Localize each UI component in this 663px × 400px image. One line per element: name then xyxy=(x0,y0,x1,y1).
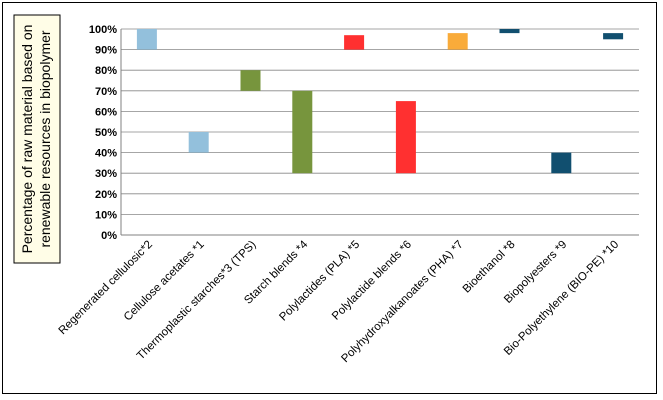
bar xyxy=(447,33,468,50)
y-tick-label: 70% xyxy=(95,86,117,98)
bars xyxy=(136,29,624,174)
y-tick-label: 50% xyxy=(95,127,117,139)
y-axis-label: Percentage of raw material based on rene… xyxy=(13,14,61,264)
bar xyxy=(188,132,209,153)
bar xyxy=(603,33,624,40)
y-tick-label: 80% xyxy=(95,65,117,77)
y-axis-label-box xyxy=(13,14,61,264)
bar xyxy=(240,70,261,91)
category-label: Bioethanol *8 xyxy=(461,239,518,296)
y-tick-label: 20% xyxy=(95,189,117,201)
range-bar-chart: Percentage of raw material based on rene… xyxy=(13,14,639,365)
category-label: Bio-Polyethylene (BIO-PE) *10 xyxy=(502,239,621,358)
y-tick-label: 0% xyxy=(101,230,117,242)
y-tick-label: 100% xyxy=(89,24,117,36)
bar xyxy=(551,152,572,174)
y-tick-label: 40% xyxy=(95,148,117,160)
bar xyxy=(499,29,520,34)
y-tick-label: 10% xyxy=(95,209,117,221)
y-axis-label-line-1: Percentage of raw material based on xyxy=(19,25,35,254)
bar xyxy=(292,90,313,174)
category-label: Regenerated cellulosic*2 xyxy=(57,239,155,337)
y-tick-labels: 0% 10% 20% 30% 40% 50% 60% 70% 80% 90% 100% xyxy=(89,24,117,242)
y-tick-label: 90% xyxy=(95,45,117,57)
y-tick-label: 60% xyxy=(95,106,117,118)
y-axis-label-line-2: renewable resources in biopolymer xyxy=(37,30,53,247)
bar xyxy=(344,35,365,50)
chart-frame: Percentage of raw material based on rene… xyxy=(2,2,657,394)
bar xyxy=(136,29,157,50)
y-tick-label: 30% xyxy=(95,168,117,180)
bar xyxy=(395,101,416,174)
